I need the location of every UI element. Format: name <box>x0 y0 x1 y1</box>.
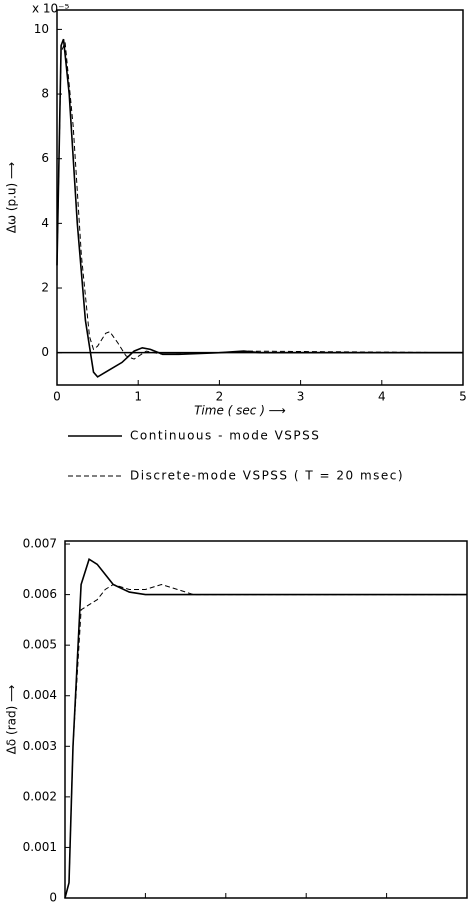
x-axis-label: Time ( sec ) ⟶ <box>194 404 286 418</box>
x-tick-label: 3 <box>297 390 305 404</box>
y-tick-label: 0 <box>41 345 49 359</box>
y-tick-label: 0.003 <box>23 739 57 753</box>
y-tick-label: 0.002 <box>23 789 57 803</box>
data-line <box>64 583 467 899</box>
y-tick-label: 0.004 <box>23 688 57 702</box>
y-tick-label: 4 <box>41 216 49 230</box>
y-tick-label: 2 <box>41 281 49 295</box>
y-tick-label: 10 <box>34 22 49 36</box>
y-tick-label: 8 <box>41 87 49 101</box>
y-tick-label: 6 <box>41 151 49 165</box>
y-tick-label: 0 <box>49 891 57 905</box>
plot-frame <box>64 540 468 899</box>
y-tick-label: 0.001 <box>23 840 57 854</box>
legend-label: Discrete-mode VSPSS ( T = 20 msec) <box>130 469 404 483</box>
y-axis-label: Δω (p.u) ⟶ <box>5 162 19 234</box>
data-line <box>56 42 464 360</box>
data-line <box>56 38 463 378</box>
legend-label: Continuous - mode VSPSS <box>130 429 320 443</box>
plot-frame <box>56 9 464 386</box>
x-tick-label: 1 <box>134 390 142 404</box>
y-axis-label: Δδ (rad) ⟶ <box>5 685 19 755</box>
y-tick-label: 0.007 <box>23 537 57 551</box>
x-tick-label: 2 <box>216 390 224 404</box>
y-tick-label: 0.005 <box>23 638 57 652</box>
x-tick-label: 4 <box>378 390 386 404</box>
data-line <box>64 557 467 899</box>
y-tick-label: 0.006 <box>23 587 57 601</box>
x-tick-label: 5 <box>459 390 467 404</box>
x-tick-label: 0 <box>53 390 61 404</box>
y-multiplier: x 10⁻⁵ <box>32 2 70 16</box>
